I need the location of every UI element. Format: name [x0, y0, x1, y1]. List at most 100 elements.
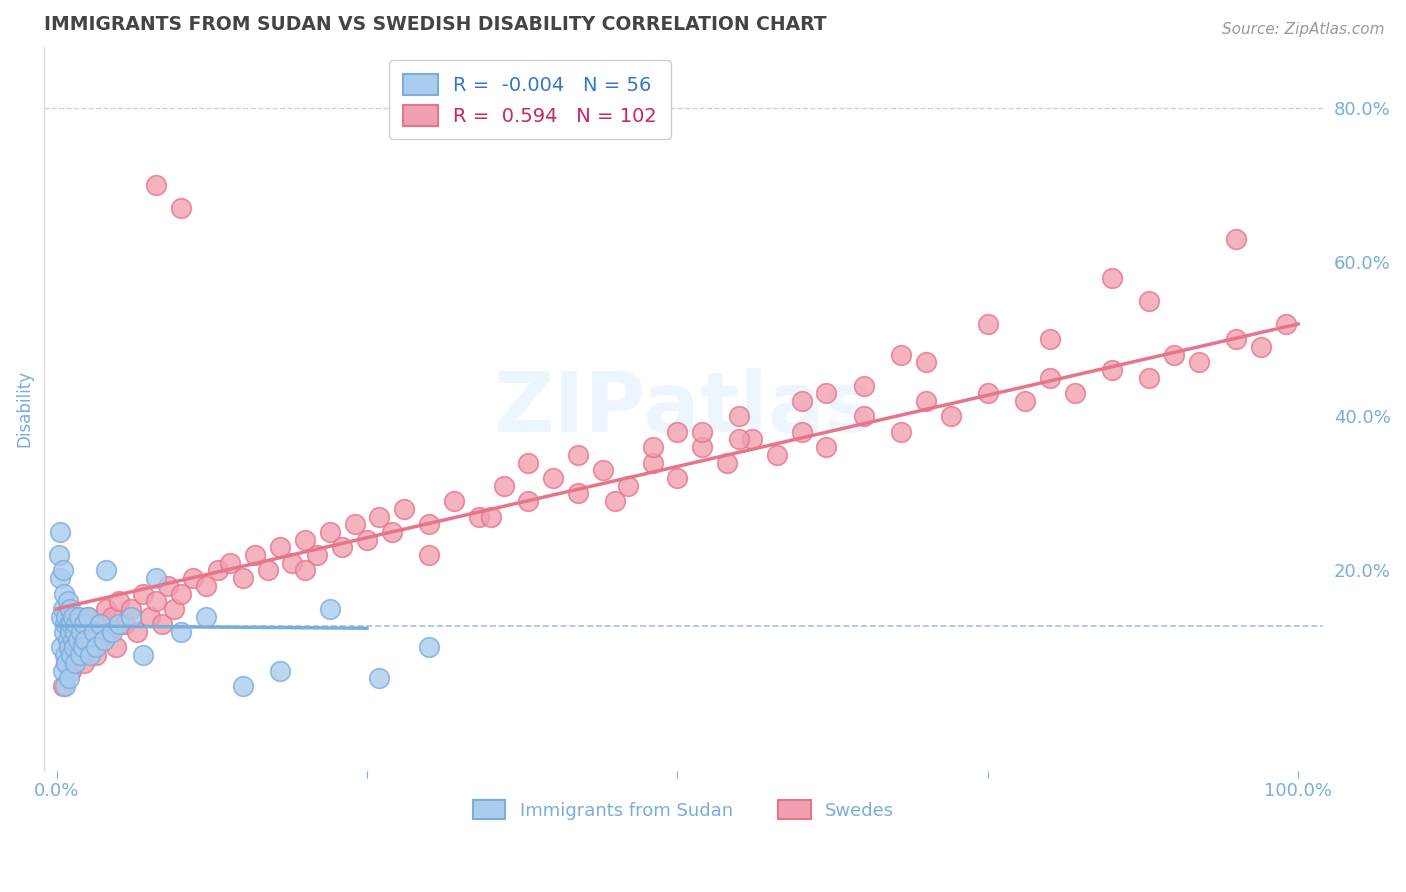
- Point: [145, 594, 167, 608]
- Point: [690, 440, 713, 454]
- Point: [1188, 355, 1211, 369]
- Text: Source: ZipAtlas.com: Source: ZipAtlas.com: [1222, 22, 1385, 37]
- Text: ZIPatlas: ZIPatlas: [494, 368, 875, 450]
- Point: [790, 394, 813, 409]
- Point: [53, 648, 76, 662]
- Point: [728, 433, 751, 447]
- Point: [58, 640, 80, 655]
- Text: IMMIGRANTS FROM SUDAN VS SWEDISH DISABILITY CORRELATION CHART: IMMIGRANTS FROM SUDAN VS SWEDISH DISABIL…: [44, 15, 827, 34]
- Point: [65, 617, 87, 632]
- Point: [1163, 348, 1185, 362]
- Point: [716, 456, 738, 470]
- Point: [418, 548, 440, 562]
- Point: [256, 563, 278, 577]
- Point: [890, 348, 912, 362]
- Point: [977, 317, 1000, 331]
- Point: [492, 479, 515, 493]
- Point: [281, 556, 304, 570]
- Point: [318, 524, 340, 539]
- Point: [294, 533, 316, 547]
- Point: [368, 509, 391, 524]
- Point: [852, 378, 875, 392]
- Point: [49, 524, 72, 539]
- Point: [63, 625, 86, 640]
- Point: [977, 386, 1000, 401]
- Point: [443, 494, 465, 508]
- Point: [765, 448, 787, 462]
- Point: [1014, 394, 1036, 409]
- Point: [318, 602, 340, 616]
- Point: [150, 617, 173, 632]
- Point: [815, 386, 838, 401]
- Point: [914, 394, 936, 409]
- Point: [120, 602, 142, 616]
- Point: [105, 640, 128, 655]
- Point: [641, 440, 664, 454]
- Point: [1101, 363, 1123, 377]
- Point: [939, 409, 962, 424]
- Point: [1039, 332, 1062, 346]
- Point: [107, 594, 129, 608]
- Point: [97, 625, 120, 640]
- Point: [1039, 371, 1062, 385]
- Point: [1274, 317, 1296, 331]
- Point: [269, 541, 291, 555]
- Point: [1250, 340, 1272, 354]
- Point: [53, 679, 76, 693]
- Point: [232, 571, 254, 585]
- Point: [84, 648, 107, 662]
- Point: [1137, 293, 1160, 308]
- Point: [67, 625, 90, 640]
- Point: [80, 640, 103, 655]
- Point: [73, 617, 96, 632]
- Point: [517, 456, 540, 470]
- Point: [52, 602, 75, 616]
- Point: [89, 617, 111, 632]
- Point: [60, 664, 83, 678]
- Point: [138, 609, 160, 624]
- Point: [62, 609, 84, 624]
- Point: [101, 609, 124, 624]
- Point: [592, 463, 614, 477]
- Point: [75, 632, 97, 647]
- Point: [96, 563, 118, 577]
- Point: [163, 602, 186, 616]
- Point: [269, 664, 291, 678]
- Point: [58, 640, 80, 655]
- Point: [181, 571, 204, 585]
- Point: [53, 625, 76, 640]
- Point: [72, 640, 94, 655]
- Point: [55, 656, 77, 670]
- Point: [53, 617, 76, 632]
- Point: [245, 548, 267, 562]
- Point: [83, 625, 105, 640]
- Point: [52, 563, 75, 577]
- Point: [1137, 371, 1160, 385]
- Point: [157, 579, 180, 593]
- Point: [84, 640, 107, 655]
- Point: [790, 425, 813, 439]
- Point: [392, 501, 415, 516]
- Point: [232, 679, 254, 693]
- Point: [541, 471, 564, 485]
- Point: [83, 625, 105, 640]
- Point: [63, 648, 86, 662]
- Point: [368, 671, 391, 685]
- Point: [69, 648, 91, 662]
- Point: [1101, 270, 1123, 285]
- Point: [70, 632, 93, 647]
- Point: [101, 625, 124, 640]
- Point: [479, 509, 502, 524]
- Point: [56, 594, 79, 608]
- Point: [89, 617, 111, 632]
- Point: [59, 602, 82, 616]
- Point: [52, 664, 75, 678]
- Point: [170, 202, 193, 216]
- Point: [381, 524, 404, 539]
- Point: [890, 425, 912, 439]
- Y-axis label: Disability: Disability: [15, 370, 32, 447]
- Point: [114, 617, 136, 632]
- Point: [76, 609, 98, 624]
- Point: [170, 586, 193, 600]
- Point: [51, 640, 73, 655]
